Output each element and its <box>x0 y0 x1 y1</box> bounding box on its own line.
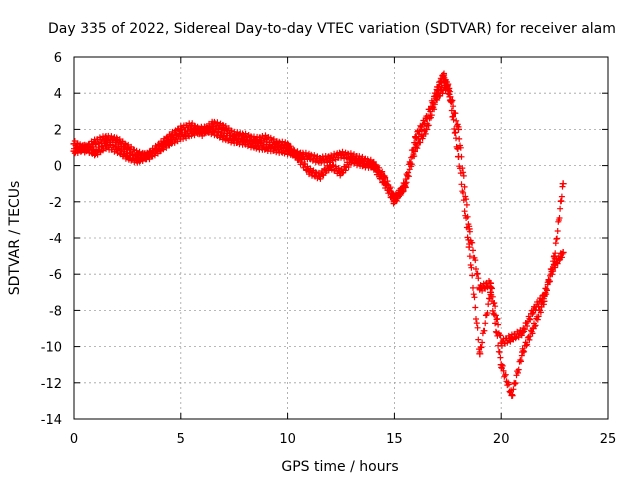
y-tick-label: -12 <box>41 377 62 392</box>
y-tick-label: -8 <box>49 304 62 319</box>
x-tick-label: 15 <box>386 432 403 447</box>
y-tick-label: -10 <box>41 341 62 356</box>
data-point <box>252 136 260 144</box>
data-point <box>401 180 409 188</box>
data-point <box>551 261 559 269</box>
data-point <box>559 180 567 188</box>
data-point <box>412 133 420 141</box>
x-tick-label: 10 <box>279 432 296 447</box>
data-point <box>155 142 163 150</box>
x-tick-label: 5 <box>177 432 185 447</box>
data-point <box>326 162 334 170</box>
data-point <box>70 147 78 155</box>
data-point <box>305 167 313 175</box>
data-point <box>241 133 249 141</box>
x-tick-label: 0 <box>70 432 78 447</box>
data-point <box>102 142 110 150</box>
data-point <box>465 243 473 251</box>
data-point <box>177 125 185 133</box>
data-point <box>540 297 548 305</box>
grid <box>74 57 608 419</box>
data-point <box>177 133 185 141</box>
data-point <box>454 153 462 161</box>
data-point <box>390 198 398 206</box>
y-tick-label: -4 <box>49 232 62 247</box>
data-point <box>497 339 505 347</box>
data-point <box>230 131 238 139</box>
data-point <box>497 361 505 369</box>
data-point <box>476 350 484 358</box>
data-point <box>81 144 89 151</box>
data-point <box>422 115 430 123</box>
data-point <box>529 306 537 314</box>
series-markers <box>71 70 566 399</box>
data-point <box>91 138 99 146</box>
data-point <box>529 325 537 332</box>
data-point <box>187 129 195 137</box>
data-point <box>220 124 228 132</box>
data-series <box>70 70 567 399</box>
data-point <box>519 348 527 356</box>
data-point <box>123 144 131 151</box>
data-point <box>380 178 388 186</box>
y-tick-label: 2 <box>54 123 62 138</box>
y-tick-label: 4 <box>54 87 62 102</box>
y-tick-label: -14 <box>41 413 62 428</box>
data-point <box>433 86 441 94</box>
data-point <box>508 391 516 399</box>
data-point <box>134 156 142 164</box>
data-point <box>551 252 559 260</box>
data-point <box>262 144 270 151</box>
data-point <box>348 156 356 164</box>
data-point <box>273 140 281 148</box>
data-point <box>559 248 567 256</box>
data-point <box>358 160 366 168</box>
data-point <box>369 162 377 170</box>
data-point <box>337 169 345 177</box>
axis-ticks: 0 5 10 15 20 25 -14 -12 -10 -8 -6 -4 -2 0 2 4 6 <box>41 51 617 447</box>
x-tick-label: 20 <box>493 432 510 447</box>
series-markers <box>71 79 566 349</box>
data-point <box>294 154 302 162</box>
data-point <box>187 122 195 130</box>
data-point <box>508 334 516 342</box>
data-point <box>440 71 448 79</box>
data-point <box>446 93 454 101</box>
data-point <box>316 156 324 164</box>
data-point <box>262 134 270 142</box>
data-point <box>284 142 292 150</box>
x-axis-title: GPS time / hours <box>281 459 398 475</box>
data-point <box>476 285 484 293</box>
series-track-b <box>70 70 567 399</box>
y-axis-title: SDTVAR / TECUs <box>7 181 23 296</box>
data-point <box>305 153 313 161</box>
data-point <box>166 133 174 141</box>
data-point <box>487 279 495 287</box>
y-tick-label: 0 <box>54 160 62 175</box>
data-point <box>113 136 121 144</box>
x-tick-label: 25 <box>600 432 617 447</box>
data-point <box>91 149 99 157</box>
y-tick-label: 6 <box>54 51 62 66</box>
data-point <box>198 129 206 137</box>
data-point <box>209 120 217 128</box>
data-point <box>220 133 228 141</box>
data-point <box>145 151 153 159</box>
chart-title: Day 335 of 2022, Sidereal Day-to-day VTE… <box>48 21 616 37</box>
data-point <box>519 328 527 336</box>
data-point <box>487 288 495 296</box>
y-tick-label: -6 <box>49 268 62 283</box>
y-tick-label: -2 <box>49 196 62 211</box>
data-point <box>123 153 131 161</box>
data-point <box>316 172 324 180</box>
data-point <box>102 134 110 142</box>
data-point <box>337 151 345 159</box>
data-point <box>113 145 121 153</box>
